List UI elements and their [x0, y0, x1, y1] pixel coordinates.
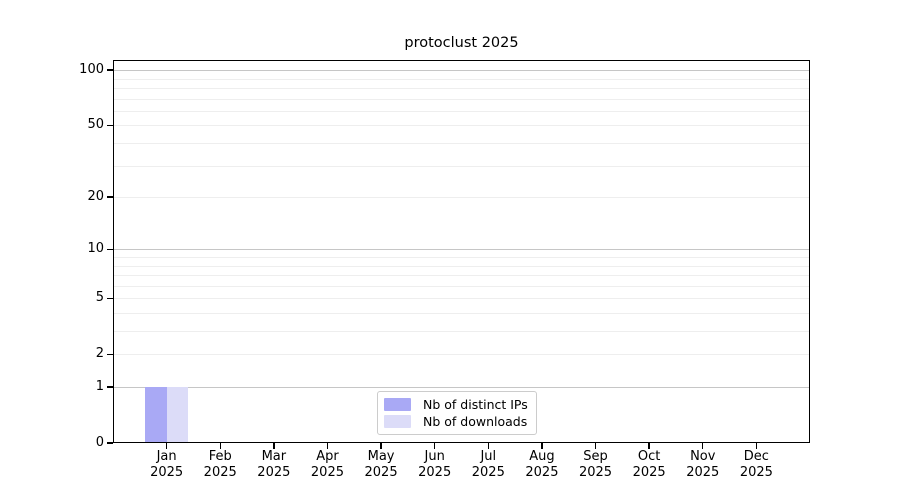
x-tick-label: Jun 2025 [405, 449, 465, 480]
x-tick-label: Feb 2025 [190, 449, 250, 480]
x-tick [594, 442, 597, 449]
y-tick-label: 50 [87, 117, 104, 133]
x-tick-year: 2025 [525, 464, 559, 480]
y-tick [107, 69, 113, 71]
minor-gridline [113, 285, 810, 287]
legend-label: Nb of downloads [423, 414, 528, 429]
minor-gridline [113, 298, 810, 300]
x-tick-label: Oct 2025 [619, 449, 679, 480]
minor-gridline [113, 78, 810, 80]
x-tick [541, 442, 543, 449]
x-tick-month: Jan [156, 449, 177, 464]
x-tick-year: 2025 [739, 464, 773, 480]
x-tick-month: Feb [208, 449, 232, 464]
x-tick-year: 2025 [203, 464, 237, 480]
x-tick [165, 442, 168, 449]
y-tick [107, 386, 113, 388]
minor-gridline [113, 165, 810, 167]
y-tick-label: 1 [95, 379, 104, 394]
x-tick-label: Dec 2025 [726, 449, 786, 480]
plot-frame [113, 60, 810, 443]
legend-label: Nb of distinct IPs [423, 397, 528, 412]
x-tick-label: Jan 2025 [137, 449, 197, 480]
minor-gridline [113, 257, 810, 258]
x-tick-month: Jun [424, 449, 445, 464]
x-tick-label: Mar 2025 [244, 449, 304, 480]
x-tick [702, 442, 704, 449]
legend: Nb of distinct IPs Nb of downloads [377, 391, 537, 435]
legend-swatch-icon [384, 398, 411, 411]
x-tick [380, 442, 382, 449]
x-tick-month: Oct [637, 449, 661, 464]
minor-gridline [113, 98, 810, 100]
legend-swatch-icon [384, 415, 411, 428]
minor-gridline [113, 88, 810, 90]
x-tick [326, 442, 329, 449]
x-tick-label: Sep 2025 [566, 449, 626, 480]
x-tick [433, 442, 436, 449]
x-tick-year: 2025 [686, 464, 720, 480]
y-tick [107, 442, 113, 444]
x-tick-label: Jul 2025 [458, 449, 518, 480]
minor-gridline [113, 197, 810, 199]
y-tick-label: 0 [95, 435, 104, 450]
x-tick-year: 2025 [578, 464, 613, 480]
minor-gridline [113, 265, 810, 267]
x-tick-month: Mar [261, 449, 287, 464]
x-tick-label: Aug 2025 [512, 449, 572, 480]
y-tick [107, 297, 113, 299]
y-tick-label: 100 [79, 62, 104, 78]
y-tick [107, 124, 113, 127]
y-tick-label: 20 [87, 189, 104, 205]
x-tick-year: 2025 [257, 464, 291, 480]
major-gridline [113, 249, 810, 251]
minor-gridline [113, 312, 810, 314]
x-tick [648, 442, 650, 449]
minor-gridline [113, 275, 810, 277]
x-tick-month: Jul [480, 449, 497, 464]
y-tick [107, 353, 113, 355]
x-tick-label: May 2025 [351, 449, 411, 480]
minor-gridline [113, 143, 810, 145]
x-tick-month: Nov [690, 449, 716, 464]
minor-gridline [113, 331, 810, 333]
x-tick-label: Apr 2025 [297, 449, 357, 480]
x-tick-year: 2025 [150, 464, 184, 480]
y-tick [107, 248, 113, 250]
major-gridline [113, 70, 810, 72]
x-tick [273, 442, 275, 449]
x-tick-year: 2025 [632, 464, 666, 480]
x-tick-year: 2025 [418, 464, 452, 480]
bar-distinct-ips [145, 387, 167, 443]
chart-title: protoclust 2025 [404, 35, 519, 51]
x-tick [219, 442, 221, 449]
x-tick-year: 2025 [471, 464, 505, 480]
minor-gridline [113, 110, 810, 112]
x-tick [755, 442, 758, 449]
y-tick-label: 10 [87, 241, 104, 257]
y-tick [107, 196, 113, 198]
legend-item: Nb of downloads [384, 413, 528, 430]
x-tick-month: Dec [743, 449, 769, 464]
x-tick-label: Nov 2025 [673, 449, 733, 480]
major-gridline [113, 387, 810, 388]
y-tick-label: 2 [95, 346, 104, 362]
x-tick-year: 2025 [364, 464, 398, 480]
bar-downloads [166, 387, 189, 443]
minor-gridline [113, 354, 810, 356]
x-tick [487, 442, 489, 449]
y-tick-label: 5 [95, 290, 104, 306]
x-tick-year: 2025 [310, 464, 344, 480]
minor-gridline [113, 125, 810, 127]
x-tick-month: May [367, 449, 395, 464]
legend-item: Nb of distinct IPs [384, 396, 528, 413]
x-tick-month: Aug [529, 449, 555, 464]
x-tick-month: Apr [316, 449, 339, 464]
x-tick-month: Sep [583, 449, 608, 464]
